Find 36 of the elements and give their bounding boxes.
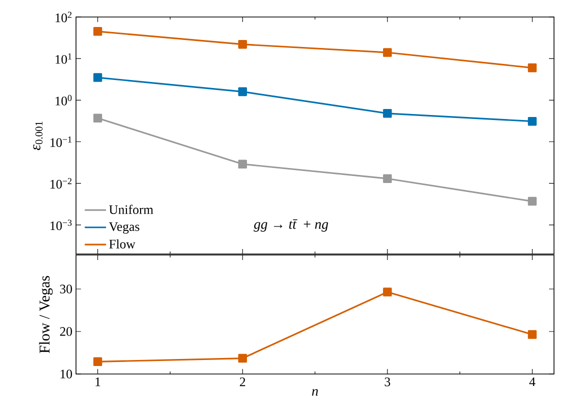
y-tick-label: 10$^{−1}$ bbox=[50, 136, 72, 147]
y-tick-label: 20 bbox=[60, 327, 72, 336]
x-tick-label: 1 bbox=[96, 378, 100, 386]
y-axis-title: ε$_{0.001}$ bbox=[33, 122, 43, 150]
point bbox=[93, 357, 102, 366]
point bbox=[238, 40, 247, 49]
point bbox=[93, 114, 102, 123]
legend-label: Flow bbox=[109, 239, 136, 248]
y-tick-label: 10$^{2}$ bbox=[56, 12, 72, 22]
legend-label: Vegas bbox=[108, 222, 140, 234]
point bbox=[383, 109, 392, 118]
y-axis-title: Flow / Vegas bbox=[39, 276, 53, 354]
annotation: gg → tt̄ + ng bbox=[254, 219, 328, 232]
y-tick-label: 10$^{−3}$ bbox=[50, 220, 72, 230]
point bbox=[238, 354, 247, 363]
point bbox=[383, 48, 392, 57]
y-tick-label: 10$^{0}$ bbox=[56, 94, 72, 106]
legend-label: Uniform bbox=[109, 204, 154, 214]
point bbox=[238, 160, 247, 168]
point bbox=[528, 63, 537, 72]
point bbox=[93, 27, 102, 36]
y-tick-label: 10 bbox=[60, 370, 72, 378]
x-tick-label: 2 bbox=[240, 378, 246, 386]
point bbox=[528, 196, 537, 206]
point bbox=[528, 330, 537, 339]
y-tick-label: 10$^{1}$ bbox=[56, 53, 72, 64]
x-tick-label: 3 bbox=[384, 378, 390, 386]
y-tick-label: 30 bbox=[60, 284, 72, 294]
point bbox=[383, 174, 392, 183]
point bbox=[238, 87, 247, 96]
y-tick-label: 10$^{−2}$ bbox=[50, 178, 72, 189]
point bbox=[528, 116, 537, 126]
x-axis-title: n bbox=[312, 389, 318, 396]
x-tick-label: 4 bbox=[529, 378, 536, 386]
point bbox=[93, 73, 102, 82]
point bbox=[383, 288, 392, 296]
